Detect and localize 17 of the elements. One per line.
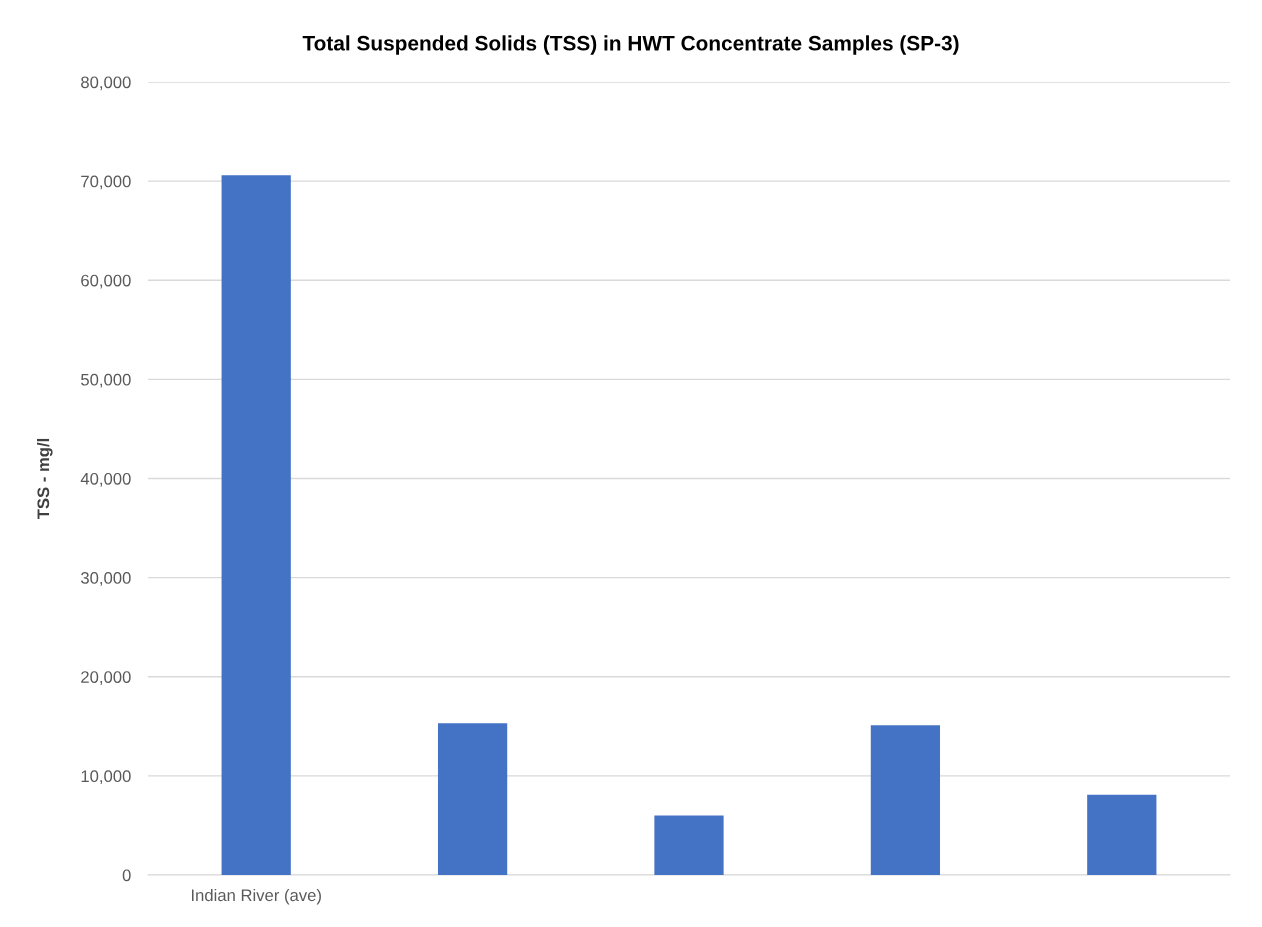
y-tick-label: 40,000 xyxy=(80,472,131,487)
bar xyxy=(654,815,724,875)
y-tick-label: 80,000 xyxy=(81,76,131,91)
x-tick-label: Indian River (ave) xyxy=(191,888,321,905)
y-tick-label: 0 xyxy=(122,869,131,882)
bar xyxy=(870,725,941,875)
y-tick-label: 20,000 xyxy=(81,671,131,685)
chart-title: Total Suspended Solids (TSS) in HWT Concentrate Samples (SP-3) xyxy=(302,35,959,55)
y-axis-title: TSS - mg/l xyxy=(36,438,53,520)
bar xyxy=(1087,794,1157,875)
y-tick-label: 60,000 xyxy=(81,274,131,289)
y-tick-label: 10,000 xyxy=(81,770,131,785)
y-tick-label: 50,000 xyxy=(81,373,131,388)
bar xyxy=(221,175,291,875)
bar xyxy=(437,723,508,875)
y-tick-label: 30,000 xyxy=(81,572,131,586)
y-tick-label: 70,000 xyxy=(81,175,131,190)
